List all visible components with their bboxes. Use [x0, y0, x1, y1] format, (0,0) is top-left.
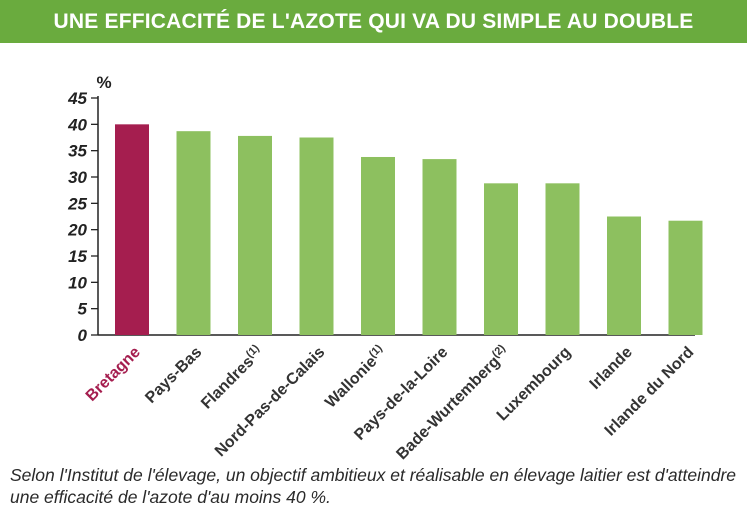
bar — [545, 183, 580, 335]
y-tick-label: 0 — [78, 326, 88, 345]
x-tick-label: Bade-Wurtemberg(2) — [392, 342, 513, 463]
bar — [607, 216, 641, 335]
x-tick-label: Nord-Pas-de-Calais — [212, 344, 328, 460]
x-tick-label: Bretagne — [83, 344, 144, 405]
x-tick-label: Wallonie(1) — [321, 342, 390, 411]
bar — [484, 183, 518, 335]
bar — [422, 159, 457, 335]
y-tick-label: 25 — [67, 194, 87, 213]
x-tick-label: Flandres(1) — [197, 342, 267, 412]
x-tick-label: Luxembourg — [494, 344, 575, 425]
bar — [668, 220, 703, 335]
y-axis: % 0 5 10 15 20 25 30 35 40 45 — [67, 73, 695, 345]
x-axis-labels: BretagnePays-BasFlandres(1)Nord-Pas-de-C… — [83, 342, 698, 463]
chart-title: UNE EFFICACITÉ DE L'AZOTE QUI VA DU SIMP… — [53, 9, 694, 33]
y-axis-unit: % — [96, 73, 111, 92]
x-tick-label: Irlande — [587, 344, 636, 393]
y-tick-label: 45 — [67, 89, 87, 108]
caption-text: Selon l'Institut de l'élevage, un object… — [10, 465, 737, 507]
y-tick-label: 40 — [67, 115, 87, 134]
bar — [361, 156, 395, 335]
y-tick-label: 20 — [67, 221, 87, 240]
bar — [115, 124, 149, 335]
title-banner: UNE EFFICACITÉ DE L'AZOTE QUI VA DU SIMP… — [0, 0, 747, 43]
bar-chart: % 0 5 10 15 20 25 30 35 40 45 BretagnePays-BasFlan… — [67, 73, 703, 463]
y-tick-label: 15 — [68, 247, 87, 266]
y-tick-label: 5 — [78, 300, 88, 319]
y-tick-label: 35 — [68, 142, 87, 161]
bars — [115, 124, 703, 335]
y-tick-label: 30 — [68, 168, 87, 187]
bar — [238, 135, 272, 335]
x-tick-label: Pays-Bas — [142, 344, 205, 407]
y-tick-label: 10 — [68, 273, 87, 292]
bar — [299, 137, 334, 335]
bar — [176, 131, 211, 335]
